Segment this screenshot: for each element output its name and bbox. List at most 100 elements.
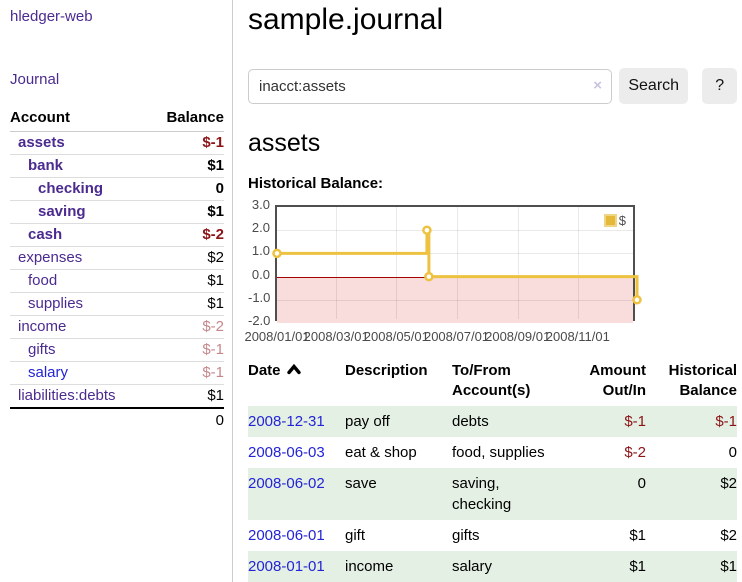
help-button[interactable]: ?: [702, 68, 737, 104]
account-link-income[interactable]: income: [18, 318, 67, 335]
transaction-amount: $1: [629, 527, 646, 544]
account-balance: $2: [148, 246, 224, 270]
account-link-checking[interactable]: checking: [38, 180, 104, 197]
transaction-description: eat & shop: [345, 444, 417, 461]
gridline: [518, 207, 519, 319]
chart-negative-region: [277, 276, 633, 323]
page-title: sample.journal: [248, 3, 444, 36]
account-row: liabilities:debts $1: [10, 384, 224, 409]
transaction-description: income: [345, 558, 394, 575]
account-link-assets[interactable]: assets: [18, 134, 65, 151]
data-point: [422, 225, 432, 235]
register-table: Date Description To/From Account(s) Amount …: [248, 361, 737, 582]
account-row: salary $-1: [10, 361, 224, 385]
register-header-description: Description: [345, 362, 428, 379]
accounts-total-row: 0: [10, 407, 224, 433]
account-row: supplies $1: [10, 292, 224, 316]
transaction-accounts: saving, checking: [452, 475, 512, 513]
register-header-to-from-account-s-: To/From Account(s): [452, 362, 531, 399]
account-link-supplies[interactable]: supplies: [28, 295, 84, 312]
transaction-accounts: gifts: [452, 527, 480, 544]
chart-series: [272, 225, 642, 305]
gridline: [336, 207, 337, 319]
chart-legend: $: [601, 212, 628, 229]
transaction-balance: $2: [720, 475, 737, 492]
chart-plot-area: $: [272, 205, 642, 323]
gridline: [277, 230, 633, 231]
transaction-description: gift: [345, 527, 366, 544]
account-link-gifts[interactable]: gifts: [28, 341, 56, 358]
x-axis-tick-label: 2008/01/01: [244, 329, 310, 344]
accounts-table: Account Balance assets $-1 bank $1 checking 0…: [10, 107, 224, 433]
gridline: [277, 253, 633, 254]
transaction-date-link[interactable]: 2008-06-01: [248, 527, 325, 544]
transaction-row: 2008-06-03 eat & shop food, supplies $-2 0: [248, 437, 737, 468]
register-header-historical-balance: Historical Balance: [668, 362, 737, 399]
transaction-date-link[interactable]: 2008-01-01: [248, 558, 325, 575]
gridline: [457, 207, 458, 319]
clear-search-icon[interactable]: ×: [593, 76, 602, 94]
account-balance: $1: [148, 269, 224, 293]
legend-swatch-icon: [603, 214, 617, 227]
register-header-date[interactable]: Date: [248, 361, 345, 406]
account-row: bank $1: [10, 154, 224, 178]
account-balance: $-1: [148, 338, 224, 362]
register-header-amount-out-in: Amount Out/In: [589, 362, 646, 399]
transaction-date-link[interactable]: 2008-06-03: [248, 444, 325, 461]
data-point: [272, 248, 282, 259]
account-row: expenses $2: [10, 246, 224, 270]
y-axis-tick-label: 0.0: [251, 266, 270, 282]
account-link-food[interactable]: food: [28, 272, 58, 289]
account-row: checking 0: [10, 177, 224, 201]
account-row: gifts $-1: [10, 338, 224, 362]
transaction-row: 2008-06-01 gift gifts $1 $2: [248, 520, 737, 551]
transaction-balance: $-1: [715, 413, 737, 430]
main-content: sample.journal × Search ? assets Histori…: [234, 0, 742, 582]
x-axis-tick-label: 2008/03/01: [303, 329, 369, 344]
transaction-balance: 0: [728, 444, 737, 461]
account-balance: $-1: [148, 131, 224, 155]
search-button[interactable]: Search: [619, 68, 689, 104]
account-row: income $-2: [10, 315, 224, 339]
account-balance: $1: [148, 292, 224, 316]
app-brand-link[interactable]: hledger-web: [10, 8, 93, 25]
transaction-amount: $1: [629, 558, 646, 575]
x-axis-tick-label: 2008/11/01: [545, 329, 610, 344]
account-link-cash[interactable]: cash: [28, 226, 63, 243]
account-link-salary[interactable]: salary: [28, 364, 69, 381]
transaction-description: pay off: [345, 413, 390, 430]
account-link-saving[interactable]: saving: [38, 203, 86, 220]
transaction-row: 2008-06-02 save saving, checking 0 $2: [248, 468, 737, 520]
sidebar: hledger-web Journal Account Balance asse…: [0, 0, 233, 582]
sort-ascending-icon: [286, 364, 301, 375]
search-form: × Search ?: [248, 68, 737, 104]
x-axis-tick-label: 2008/07/01: [423, 329, 490, 344]
y-axis-tick-label: -1.0: [248, 289, 271, 305]
account-link-bank[interactable]: bank: [28, 157, 64, 174]
account-balance: $-2: [148, 315, 224, 339]
transaction-row: 2008-12-31 pay off debts $-1 $-1: [248, 406, 737, 437]
transaction-accounts: salary: [452, 558, 493, 575]
transaction-balance: $1: [720, 558, 737, 575]
account-row: food $1: [10, 269, 224, 293]
account-row: saving $1: [10, 200, 224, 224]
y-axis-tick-label: 2.0: [251, 220, 270, 236]
account-balance: 0: [148, 177, 224, 201]
gridline: [277, 300, 633, 301]
chart-title: Historical Balance:: [248, 175, 384, 192]
sidebar-item-journal[interactable]: Journal: [10, 71, 60, 88]
transaction-accounts: food, supplies: [452, 444, 545, 461]
account-link-expenses[interactable]: expenses: [18, 249, 83, 266]
accounts-header-balance: Balance: [148, 107, 224, 132]
transaction-date-link[interactable]: 2008-06-02: [248, 475, 325, 492]
transaction-balance: $2: [720, 527, 737, 544]
transaction-date-link[interactable]: 2008-12-31: [248, 413, 325, 430]
data-point: [632, 295, 642, 305]
account-link-liabilities-debts[interactable]: liabilities:debts: [18, 387, 116, 404]
x-axis-tick-label: 2008/09/01: [485, 329, 551, 344]
y-axis-tick-label: 3.0: [251, 197, 270, 212]
search-input[interactable]: [248, 68, 612, 104]
account-balance: $1: [148, 384, 224, 409]
accounts-header-account: Account: [10, 107, 149, 132]
transaction-amount: $-2: [624, 444, 646, 461]
